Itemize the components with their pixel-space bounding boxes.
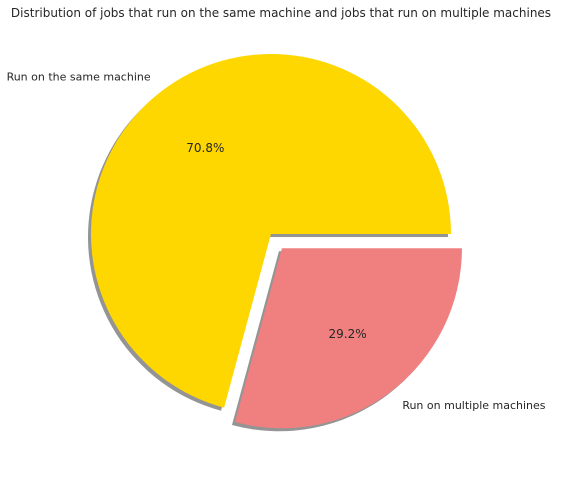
category-label-run-on-the-same-machine: Run on the same machine [7, 70, 151, 83]
category-label-run-on-multiple-machines: Run on multiple machines [402, 399, 545, 412]
slice-labels: 70.8% Run on the same machine 29.2% Run on … [7, 70, 546, 412]
pct-label-run-on-the-same-machine: 70.8% [186, 141, 224, 155]
slice-run-on-multiple-machines [234, 248, 462, 429]
chart-title: Distribution of jobs that run on the sam… [10, 6, 552, 20]
slices [91, 54, 462, 429]
slice-run-on-the-same-machine [91, 54, 452, 408]
pct-label-run-on-multiple-machines: 29.2% [329, 327, 367, 341]
